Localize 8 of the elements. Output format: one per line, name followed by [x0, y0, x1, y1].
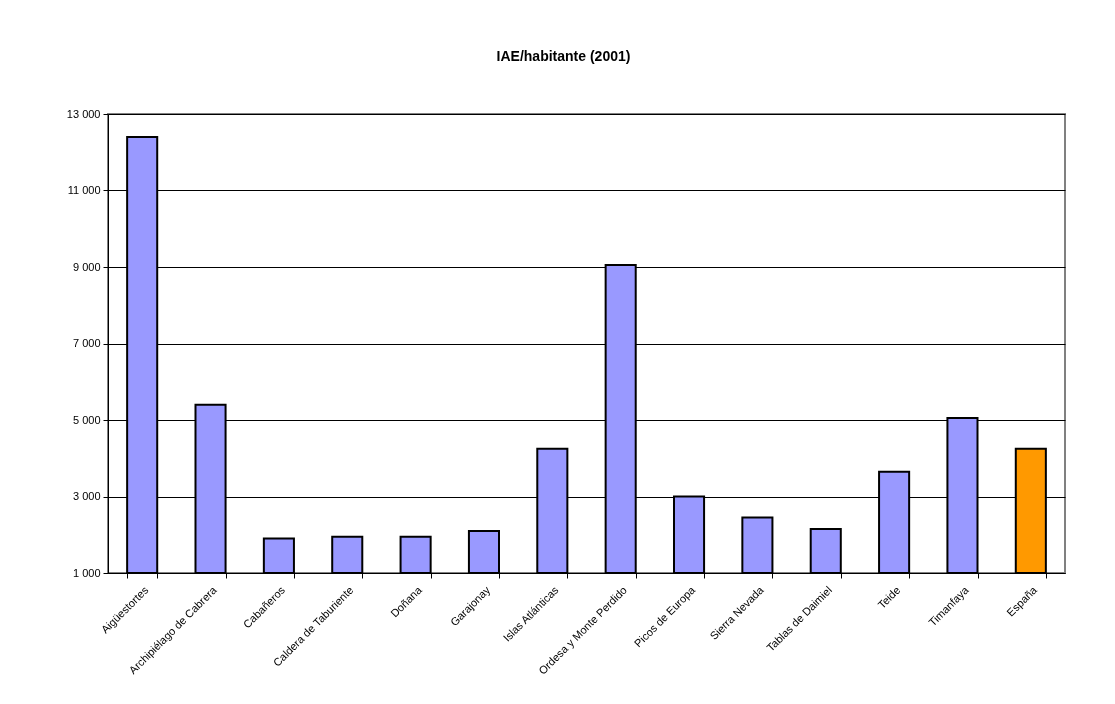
- y-tick-label: 9 000: [72, 260, 101, 273]
- y-tick-label: 7 000: [72, 337, 101, 349]
- y-tick-label: 3 000: [72, 490, 101, 502]
- y-tick-label: 5 000: [72, 413, 101, 426]
- chart-title: IAE/habitante (2001): [496, 48, 631, 64]
- y-tick-label: 11 000: [67, 184, 101, 196]
- y-tick-label: 1 000: [72, 566, 101, 579]
- y-tick-label: 13 000: [66, 107, 101, 120]
